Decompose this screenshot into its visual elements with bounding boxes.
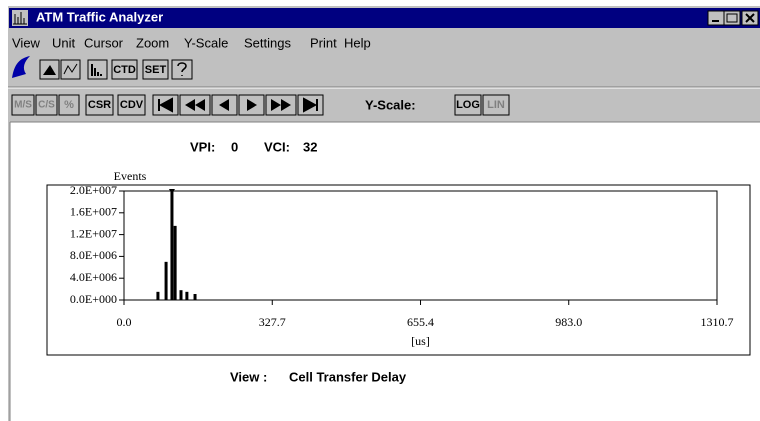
minimize-glyph: [712, 20, 719, 22]
prev-glyph: [219, 99, 229, 111]
x-tick-label: 655.4: [407, 315, 434, 329]
rewind-glyph: [185, 99, 205, 111]
cdv-button[interactable]: [117, 94, 146, 116]
view-name: Cell Transfer Delay: [289, 369, 407, 384]
csr-label: CSR: [88, 99, 111, 111]
next-glyph: [247, 99, 257, 111]
chart-frame: [46, 184, 751, 356]
menu-item[interactable]: Cursor: [84, 35, 124, 50]
close-glyph: [745, 13, 755, 23]
bar: [193, 294, 197, 300]
x-tick-label: 983.0: [555, 315, 582, 329]
area-glyph: [43, 65, 56, 75]
set-button[interactable]: [142, 59, 169, 80]
maximize-button[interactable]: [723, 10, 741, 26]
vci-value: 32: [303, 139, 317, 154]
x-tick-label: 327.7: [259, 315, 286, 329]
x-tick-label: 1310.7: [701, 315, 734, 329]
help-glyph: [177, 62, 187, 76]
yscale-label: Y-Scale:: [365, 97, 416, 112]
ms-button[interactable]: [11, 94, 35, 116]
bar: [164, 261, 168, 300]
forward-glyph: [271, 99, 291, 111]
window-title: ATM Traffic Analyzer: [36, 9, 163, 24]
set-label: SET: [145, 64, 167, 76]
app-icon-glyph: [13, 12, 27, 25]
menu-bar: View Unit Cursor Zoom Y-Scale Settings Print He…: [12, 35, 371, 50]
help-button[interactable]: [171, 59, 193, 80]
pct-button[interactable]: [58, 94, 80, 116]
y-tick-label: 0.0E+000: [70, 292, 117, 306]
lin-label: LIN: [487, 99, 505, 111]
cursor-marker: [168, 189, 175, 194]
y-axis-label: Events: [114, 169, 147, 183]
y-tick-label: 1.2E+007: [70, 226, 117, 240]
pct-label: %: [64, 99, 74, 111]
bar: [173, 225, 177, 300]
ms-label: M/S: [14, 100, 32, 111]
first-glyph: [158, 97, 173, 113]
view-label: View :: [230, 369, 267, 384]
bar-button[interactable]: [87, 59, 108, 80]
toolbar: CTD SET: [12, 56, 193, 80]
menu-item[interactable]: Help: [344, 35, 371, 50]
title-bar: [9, 8, 760, 28]
menu-item[interactable]: Print: [310, 35, 337, 50]
toolbar: M/S C/S % CSR CDV Y-Scale: LOG LIN: [11, 94, 510, 116]
x-tick-label: 0.0: [117, 315, 132, 329]
y-tick-label: 4.0E+006: [70, 270, 117, 284]
cdv-label: CDV: [120, 99, 144, 111]
log-label: LOG: [456, 99, 480, 111]
window-controls[interactable]: [707, 10, 759, 26]
csr-button[interactable]: [85, 94, 114, 116]
minimize-button[interactable]: [707, 10, 725, 26]
x-axis-label: [us]: [411, 334, 430, 348]
cs-button[interactable]: [35, 94, 58, 116]
y-tick-label: 2.0E+007: [70, 183, 117, 197]
vpi-label: VPI:: [190, 139, 215, 154]
content-area: [10, 122, 760, 421]
menu-item[interactable]: Y-Scale: [184, 35, 228, 50]
vpi-value: 0: [231, 139, 238, 154]
log-button[interactable]: [454, 94, 482, 116]
bar: [156, 291, 160, 300]
maximize-glyph: [726, 13, 738, 23]
vci-label: VCI:: [264, 139, 290, 154]
last-glyph: [303, 97, 318, 113]
y-tick-label: 8.0E+006: [70, 248, 117, 262]
menu-item[interactable]: Settings: [244, 35, 291, 50]
menu-item[interactable]: Zoom: [136, 35, 169, 50]
logo: [12, 56, 30, 78]
bar: [170, 191, 174, 300]
bar-glyph: [91, 64, 102, 76]
menu-item[interactable]: Unit: [52, 35, 76, 50]
bar: [179, 290, 183, 300]
y-tick-label: 1.6E+007: [70, 205, 117, 219]
ctd-label: CTD: [113, 64, 136, 76]
bar: [185, 291, 189, 300]
menu-item[interactable]: View: [12, 35, 41, 50]
line-glyph: [63, 63, 78, 75]
cs-label: C/S: [38, 100, 55, 111]
ctd-button[interactable]: [111, 59, 138, 80]
lin-button[interactable]: [482, 94, 510, 116]
